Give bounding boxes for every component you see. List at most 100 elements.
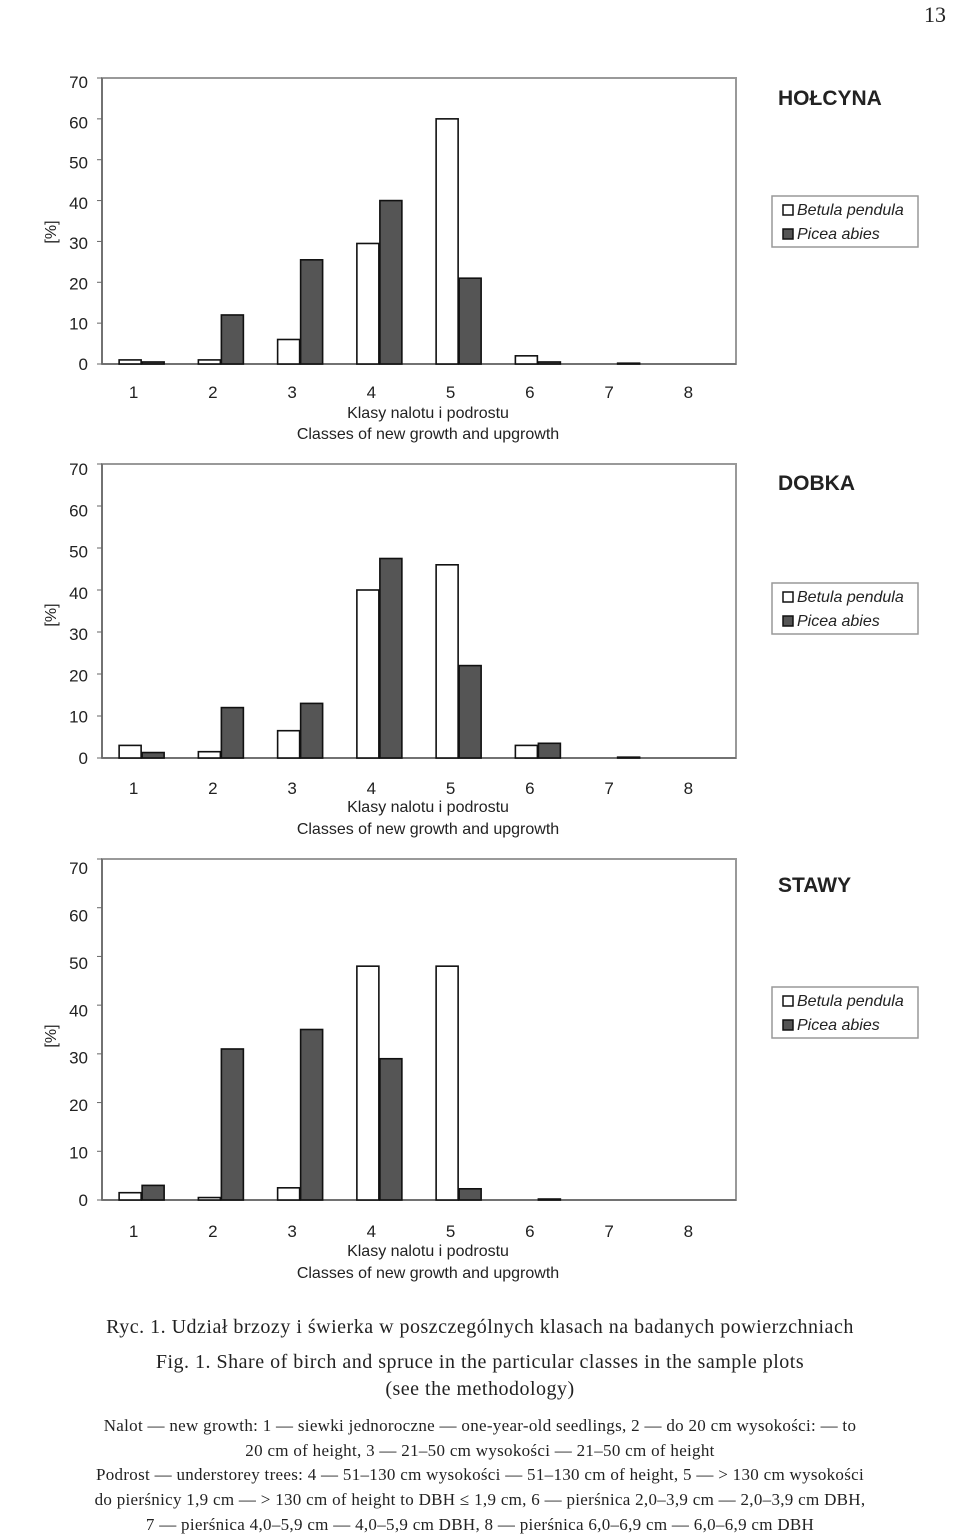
x-axis-label-english: Classes of new growth and upgrowth (297, 821, 559, 838)
bar-betula-pendula (118, 744, 142, 759)
x-tick-label: 7 (604, 383, 613, 402)
legend-label-picea-abies: Picea abies (797, 1017, 880, 1034)
legend-label-betula-pendula: Betula pendula (797, 202, 904, 219)
y-tick-label: 0 (79, 749, 88, 768)
y-tick-label: 50 (69, 954, 88, 973)
x-tick-label: 2 (208, 383, 217, 402)
x-axis-label-english: Classes of new growth and upgrowth (297, 1265, 559, 1282)
legend-label-picea-abies: Picea abies (797, 226, 880, 243)
bar-picea-abies (299, 1028, 324, 1201)
x-tick-label: 5 (446, 383, 455, 402)
y-tick-label: 0 (79, 1191, 88, 1210)
chart-title: HOŁCYNA (778, 87, 882, 110)
bar-picea-abies (537, 361, 562, 365)
y-tick-label: 70 (69, 460, 88, 479)
caption-english: Fig. 1. Share of birch and spruce in the… (155, 1351, 805, 1373)
legend-swatch-betula-pendula (782, 995, 794, 1007)
y-tick-label: 30 (69, 1049, 88, 1068)
bar-betula-pendula (276, 729, 301, 759)
caption-note-1: Nalot — new growth: 1 — siewki jednorocz… (103, 1416, 857, 1435)
x-tick-label: 4 (367, 1222, 376, 1241)
bar-picea-abies (616, 756, 641, 759)
bar-betula-pendula (356, 965, 380, 1201)
x-tick-label: 1 (129, 383, 138, 402)
x-axis-label-polish: Klasy nalotu i podrostu (347, 1243, 509, 1260)
x-tick-label: 8 (684, 779, 693, 798)
y-tick-label: 50 (69, 154, 88, 173)
chart-holcyna: 0 10 20 30 40 50 60 70 [%] 1 2 3 4 5 6 7 8 Klasy nalotu i… (0, 73, 960, 444)
legend-label-betula-pendula: Betula pendula (797, 589, 904, 606)
chart-dobka: 0 10 20 30 40 50 60 70 [%] 1 2 3 4 5 6 7 8 Klasy nalotu i… (0, 460, 960, 840)
bar-betula-pendula (118, 359, 142, 365)
y-axis-label: [%] (43, 220, 60, 243)
legend-swatch-betula-pendula (782, 204, 794, 216)
plot-frame (101, 77, 737, 365)
y-tick-label: 30 (69, 625, 88, 644)
y-tick-label: 0 (79, 355, 88, 374)
bar-picea-abies (458, 1187, 482, 1201)
legend-swatch-betula-pendula (782, 591, 794, 603)
bar-betula-pendula (435, 118, 459, 365)
y-tick-label: 20 (69, 274, 88, 293)
y-tick-label: 30 (69, 234, 88, 253)
chart-title: STAWY (778, 874, 851, 897)
x-axis-label-polish: Klasy nalotu i podrostu (347, 405, 509, 422)
chart-stawy: 0 10 20 30 40 50 60 70 [%] 1 2 3 4 5 6 7 8 Klasy nalotu i… (0, 855, 960, 1285)
y-tick-label: 50 (69, 543, 88, 562)
y-tick-label: 70 (69, 859, 88, 878)
caption-note-2: 20 cm of height, 3 — 21–50 cm wysokości … (245, 1441, 715, 1460)
plot-frame (101, 463, 737, 759)
bar-picea-abies (379, 1057, 403, 1201)
x-tick-label: 8 (684, 383, 693, 402)
bar-picea-abies (379, 199, 403, 365)
bar-betula-pendula (197, 1196, 222, 1201)
y-tick-label: 60 (69, 501, 88, 520)
x-tick-label: 2 (208, 1222, 217, 1241)
bar-betula-pendula (197, 750, 222, 759)
x-tick-label: 5 (446, 1222, 455, 1241)
x-tick-label: 6 (525, 383, 534, 402)
bar-picea-abies (220, 706, 245, 759)
bar-picea-abies (458, 664, 482, 759)
bar-betula-pendula (118, 1191, 142, 1201)
x-axis-label-english: Classes of new growth and upgrowth (297, 426, 559, 443)
legend-swatch-picea-abies (782, 1019, 794, 1031)
x-tick-label: 3 (287, 1222, 296, 1241)
bar-picea-abies (299, 702, 324, 759)
y-axis-label: [%] (43, 1024, 60, 1047)
y-tick-label: 40 (69, 194, 88, 213)
legend-label-betula-pendula: Betula pendula (797, 993, 904, 1010)
bar-picea-abies (141, 751, 165, 759)
caption-note-3: Podrost — understorey trees: 4 — 51–130 … (95, 1465, 865, 1484)
x-tick-label: 2 (208, 779, 217, 798)
bar-picea-abies (220, 314, 245, 365)
legend-box (771, 195, 919, 248)
bar-picea-abies (537, 742, 562, 759)
bar-picea-abies (537, 1198, 562, 1201)
bar-picea-abies (220, 1048, 245, 1201)
plot-frame (101, 858, 737, 1201)
caption-note-5: 7 — pierśnica 4,0–5,9 cm — 4,0–5,9 cm DB… (145, 1515, 815, 1534)
y-axis-label: [%] (43, 603, 60, 626)
bar-betula-pendula (356, 242, 380, 365)
x-tick-label: 4 (367, 383, 376, 402)
bar-picea-abies (458, 277, 482, 365)
bar-picea-abies (141, 361, 165, 365)
caption-note-4: do pierśnicy 1,9 cm — > 130 cm of height… (94, 1490, 866, 1509)
bar-betula-pendula (197, 359, 222, 365)
x-tick-label: 6 (525, 779, 534, 798)
caption-polish: Ryc. 1. Udział brzozy i świerka w poszcz… (106, 1316, 854, 1338)
bar-picea-abies (299, 259, 324, 365)
page-number: 13 (924, 2, 946, 27)
x-tick-label: 7 (604, 1222, 613, 1241)
x-tick-label: 1 (129, 1222, 138, 1241)
chart-stawy-svg: 0 10 20 30 40 50 60 70 [%] 1 2 3 4 5 6 7 8 Klasy nalotu i… (43, 858, 919, 1282)
bar-betula-pendula (276, 1187, 301, 1201)
caption-english-continued: (see the methodology) (385, 1378, 575, 1400)
y-tick-label: 40 (69, 584, 88, 603)
bar-betula-pendula (356, 589, 380, 759)
x-tick-label: 4 (367, 779, 376, 798)
legend-label-picea-abies: Picea abies (797, 613, 880, 630)
y-tick-label: 10 (69, 1144, 88, 1163)
y-tick-label: 20 (69, 666, 88, 685)
